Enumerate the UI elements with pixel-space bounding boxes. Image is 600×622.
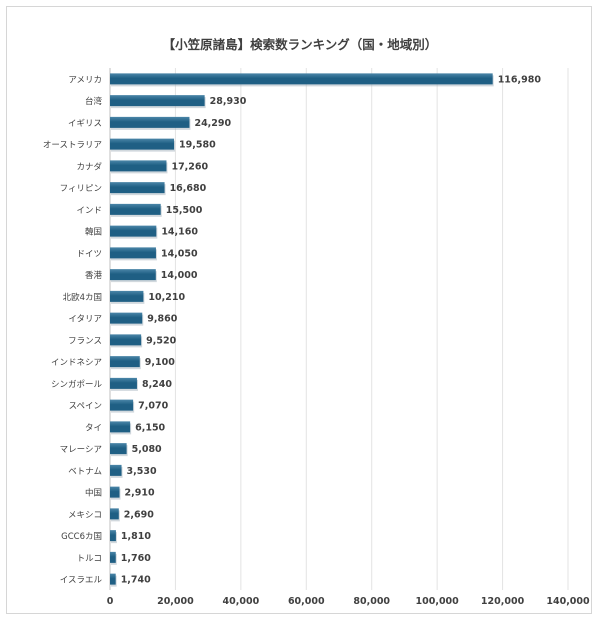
data-label: 14,160: [161, 227, 198, 238]
x-tick-label: 20,000: [157, 596, 194, 607]
category-label: 韓国: [85, 227, 102, 238]
bar: [110, 290, 144, 302]
x-tick-label: 120,000: [481, 596, 525, 607]
bar: [110, 116, 190, 128]
data-label: 14,050: [161, 248, 198, 259]
category-label: トルコ: [77, 554, 102, 564]
chart-frame: [6, 6, 592, 614]
data-label: 9,100: [145, 357, 175, 368]
bar: [110, 73, 493, 85]
data-label: 17,260: [171, 161, 208, 172]
data-label: 8,240: [142, 379, 172, 390]
category-label: シンガポール: [51, 379, 103, 390]
category-label: ドイツ: [76, 249, 102, 259]
category-label: タイ: [85, 423, 102, 433]
bar: [110, 334, 142, 346]
bar: [110, 443, 127, 455]
data-label: 2,910: [125, 488, 155, 499]
x-tick-label: 0: [107, 596, 114, 607]
category-label: 北欧4カ国: [63, 292, 102, 303]
data-label: 16,680: [170, 183, 207, 194]
bar: [110, 356, 140, 368]
category-label: インドネシア: [51, 358, 102, 368]
category-label: アメリカ: [68, 75, 102, 85]
data-label: 6,150: [135, 422, 165, 433]
bar: [110, 312, 143, 324]
data-label: 1,810: [121, 531, 151, 542]
bar: [110, 377, 137, 389]
data-label: 1,740: [121, 575, 151, 586]
x-tick-label: 80,000: [353, 596, 390, 607]
category-label: メキシコ: [68, 510, 102, 520]
bar: [110, 508, 119, 520]
bar: [110, 551, 116, 563]
chart-title: 【小笠原諸島】検索数ランキング（国・地域別）: [162, 37, 438, 52]
data-label: 19,580: [179, 140, 216, 151]
category-label: インド: [76, 206, 102, 216]
label-layer: 0 20,000 40,000 60,000 80,000 100,000 120,000 1…: [43, 74, 590, 607]
bar: [110, 399, 134, 411]
category-label: GCC6カ国: [61, 532, 102, 542]
x-tick-label: 40,000: [223, 596, 260, 607]
category-label: イギリス: [68, 119, 102, 129]
category-label: 中国: [85, 488, 102, 499]
bar: [110, 138, 175, 150]
data-label: 7,070: [138, 401, 168, 412]
bar: [110, 573, 116, 585]
bar: [110, 225, 157, 237]
bar: [110, 203, 161, 215]
bar: [110, 421, 131, 433]
bar: [110, 464, 122, 476]
data-label: 9,860: [147, 314, 177, 325]
category-label: フィリピン: [60, 184, 102, 194]
category-label: 台湾: [85, 96, 103, 107]
data-label: 15,500: [166, 205, 203, 216]
category-label: イスラエル: [60, 576, 103, 586]
bar: [110, 95, 205, 107]
x-tick-label: 100,000: [416, 596, 460, 607]
data-label: 28,930: [210, 96, 247, 107]
category-label: イタリア: [68, 315, 102, 325]
bar: [110, 160, 167, 172]
category-label: カナダ: [76, 161, 102, 172]
grid-layer: [109, 68, 569, 590]
bar: [110, 247, 156, 259]
data-label: 3,530: [127, 466, 157, 477]
category-label: スペイン: [69, 402, 102, 412]
category-label: フランス: [68, 336, 102, 346]
data-label: 9,520: [146, 335, 176, 346]
data-label: 116,980: [498, 74, 542, 85]
bar: [110, 530, 116, 542]
bar-layer: [110, 73, 494, 587]
data-label: 5,080: [132, 444, 162, 455]
category-label: オーストラリア: [43, 141, 102, 151]
category-label: 香港: [85, 270, 103, 281]
category-label: ベトナム: [68, 467, 102, 477]
x-tick-label: 60,000: [288, 596, 325, 607]
data-label: 10,210: [148, 292, 185, 303]
bar: [110, 182, 165, 194]
bar: [110, 486, 120, 498]
data-label: 24,290: [194, 118, 231, 129]
category-label: マレーシア: [60, 445, 102, 455]
data-label: 14,000: [161, 270, 198, 281]
bar: [110, 269, 156, 281]
data-label: 2,690: [124, 509, 154, 520]
x-tick-label: 140,000: [546, 596, 590, 607]
data-label: 1,760: [121, 553, 151, 564]
